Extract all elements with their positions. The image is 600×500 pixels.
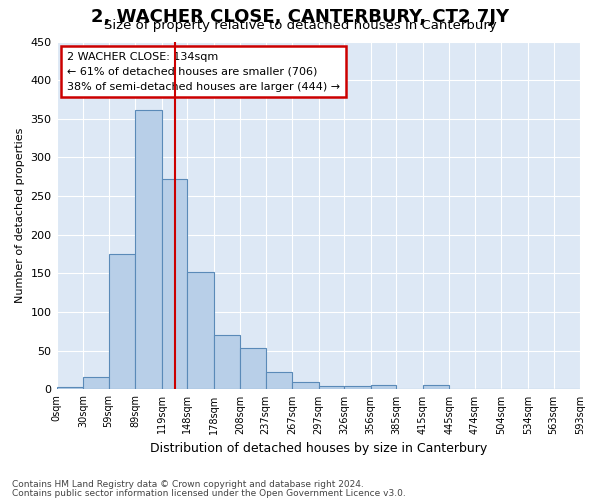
Bar <box>319 386 344 390</box>
X-axis label: Distribution of detached houses by size in Canterbury: Distribution of detached houses by size … <box>149 442 487 455</box>
Text: Contains public sector information licensed under the Open Government Licence v3: Contains public sector information licen… <box>12 488 406 498</box>
Bar <box>135 110 161 390</box>
Bar <box>344 386 371 390</box>
Bar <box>292 382 319 390</box>
Text: Size of property relative to detached houses in Canterbury: Size of property relative to detached ho… <box>104 19 496 32</box>
Bar <box>423 385 449 390</box>
Bar <box>475 388 502 390</box>
Y-axis label: Number of detached properties: Number of detached properties <box>15 128 25 303</box>
Text: Contains HM Land Registry data © Crown copyright and database right 2024.: Contains HM Land Registry data © Crown c… <box>12 480 364 489</box>
Bar <box>56 387 83 390</box>
Bar <box>371 385 397 390</box>
Bar <box>554 388 580 390</box>
Bar <box>214 336 240 390</box>
Bar <box>161 179 187 390</box>
Text: 2 WACHER CLOSE: 134sqm
← 61% of detached houses are smaller (706)
38% of semi-de: 2 WACHER CLOSE: 134sqm ← 61% of detached… <box>67 52 340 92</box>
Bar <box>240 348 266 390</box>
Text: 2, WACHER CLOSE, CANTERBURY, CT2 7JY: 2, WACHER CLOSE, CANTERBURY, CT2 7JY <box>91 8 509 26</box>
Bar <box>83 377 109 390</box>
Bar <box>187 272 214 390</box>
Bar <box>109 254 135 390</box>
Bar <box>266 372 292 390</box>
